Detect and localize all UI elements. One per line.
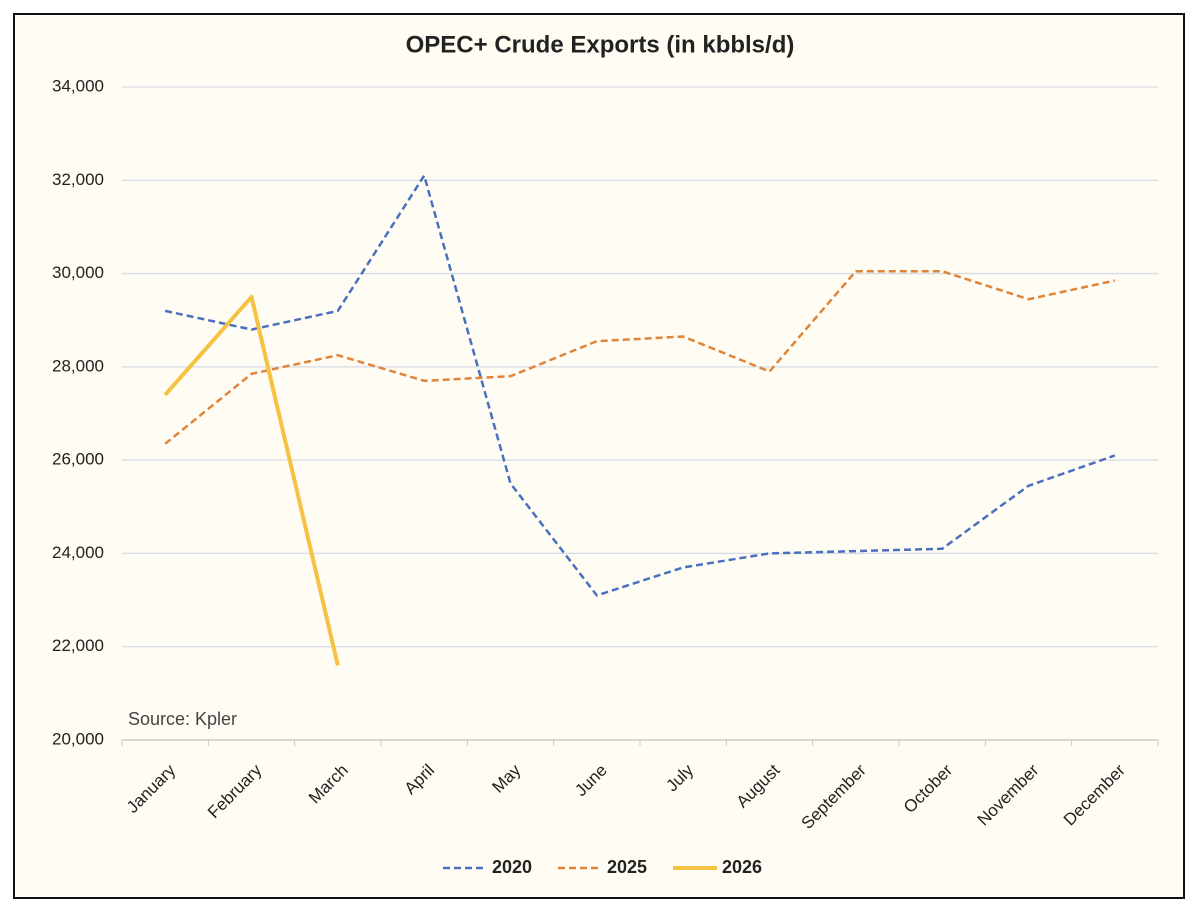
chart-frame [13,13,1185,899]
y-tick-label: 32,000 [52,170,104,189]
legend-label: 2026 [722,857,762,877]
legend-label: 2020 [492,857,532,877]
legend-label: 2025 [607,857,647,877]
y-tick-label: 20,000 [52,729,104,748]
y-tick-label: 22,000 [52,636,104,655]
y-tick-label: 28,000 [52,356,104,375]
series-line [164,174,1116,597]
chart-title: OPEC+ Crude Exports (in kbbls/d) [406,31,795,58]
series-line [164,269,1116,445]
annotation: Source: Kpler [128,709,237,729]
y-tick-label: 26,000 [52,450,104,469]
y-tick-label: 30,000 [52,263,104,282]
y-tick-label: 34,000 [52,76,104,95]
series-line [163,294,340,666]
y-tick-label: 24,000 [52,543,104,562]
